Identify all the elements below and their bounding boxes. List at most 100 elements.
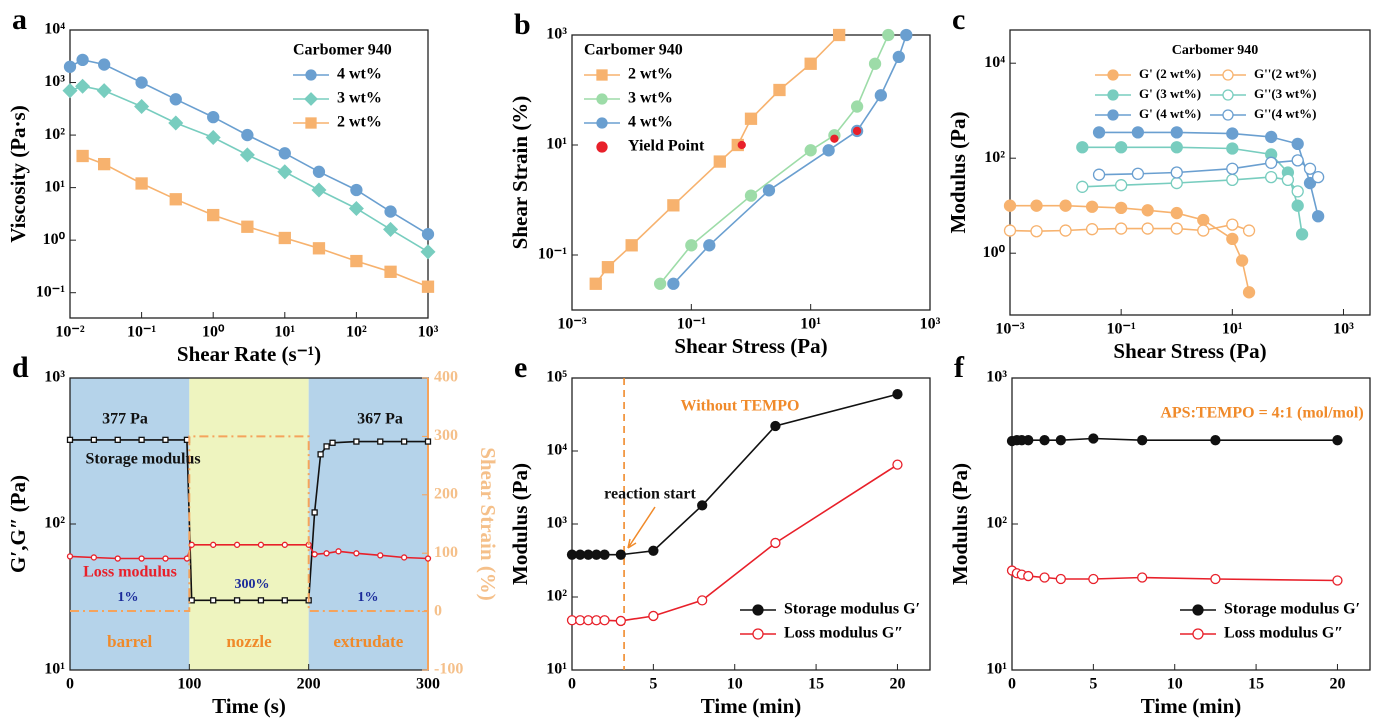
annotation: 1% [118, 590, 139, 605]
marker [241, 220, 254, 233]
marker [1291, 154, 1304, 167]
marker [169, 93, 182, 106]
legend-label: G''(3 wt%) [1254, 86, 1316, 101]
panel-letter: b [514, 8, 531, 41]
marker [596, 69, 608, 81]
annotation: APS:TEMPO = 4:1 (mol/mol) [1160, 405, 1363, 422]
marker [737, 140, 746, 150]
marker [162, 555, 169, 562]
panel-letter: e [514, 351, 527, 384]
marker [1170, 206, 1183, 220]
marker [63, 60, 77, 73]
marker [377, 438, 384, 445]
marker [1107, 89, 1119, 101]
marker [312, 242, 326, 255]
marker [257, 541, 265, 548]
marker [804, 144, 817, 157]
marker [239, 147, 255, 163]
x-tick-label: 10³ [1333, 321, 1354, 338]
marker [66, 436, 74, 444]
marker [98, 157, 111, 171]
marker [329, 439, 336, 446]
y-tick-label: 10⁴ [44, 21, 65, 38]
marker [1170, 166, 1183, 179]
marker [350, 254, 363, 268]
legend-label: G' (2 wt%) [1139, 66, 1201, 81]
region-label: barrel [107, 632, 152, 651]
legend-label: G' (4 wt%) [1139, 106, 1201, 121]
marker [75, 78, 91, 94]
marker [648, 545, 659, 556]
marker [1088, 433, 1099, 444]
legend-label: 3 wt% [628, 90, 673, 107]
y-tick-label: 10¹ [44, 661, 65, 678]
y-tick-label: 10³ [44, 73, 65, 90]
panel-letter: f [954, 351, 965, 384]
y-tick-label: 10⁻¹ [36, 283, 65, 300]
marker [1115, 222, 1128, 235]
x-tick-label: 10⁻² [55, 324, 84, 341]
y-axis-label: G′,G″ (Pa) [6, 475, 30, 573]
marker [1265, 156, 1278, 169]
marker [648, 610, 659, 622]
legend-label: G' (3 wt%) [1139, 86, 1201, 101]
marker [304, 92, 318, 106]
region [189, 378, 309, 670]
marker [169, 193, 182, 206]
marker [1085, 200, 1099, 213]
y-tick-label: 10² [984, 149, 1005, 166]
marker [625, 239, 638, 252]
x-tick-label: 0 [1008, 676, 1016, 693]
marker [1039, 572, 1050, 583]
marker [1210, 573, 1221, 585]
x-axis-label: Time (s) [212, 694, 286, 718]
marker [1226, 173, 1239, 187]
x-tick-label: 0 [568, 676, 576, 693]
marker [596, 93, 608, 105]
marker [852, 126, 862, 136]
marker [420, 244, 436, 260]
marker [1003, 224, 1017, 237]
y-tick-label: 10² [44, 126, 65, 143]
marker [348, 201, 364, 217]
y-tick-label: 10³ [546, 515, 567, 532]
plot-frame [1009, 29, 1371, 316]
marker [114, 436, 121, 444]
x-tick-label: 10⁻¹ [127, 324, 156, 341]
y2-tick-label: 0 [434, 602, 442, 619]
x-tick-label: 10 [1167, 676, 1183, 693]
y-tick-label: 10¹ [546, 661, 567, 678]
marker [762, 184, 776, 197]
marker [1226, 127, 1239, 140]
series-line [595, 34, 840, 285]
legend-label: G''(2 wt%) [1254, 66, 1316, 81]
series-line [69, 59, 429, 235]
region [308, 378, 428, 670]
legend-item: Loss modulus G″ [740, 625, 903, 642]
marker [770, 537, 781, 549]
x-axis-label: Time (min) [1141, 694, 1242, 718]
marker [653, 277, 667, 290]
y2-tick-label: -100 [434, 661, 463, 678]
marker [1137, 572, 1148, 583]
y-tick-label: 10⁻¹ [538, 246, 567, 263]
marker [822, 144, 835, 157]
legend-label: Storage modulus G′ [1224, 601, 1360, 618]
marker [1092, 168, 1106, 181]
legend-label: Loss modulus G″ [1224, 625, 1343, 642]
annotation: 377 Pa [102, 411, 148, 428]
marker [188, 597, 195, 604]
series-line [572, 393, 898, 556]
marker [1332, 435, 1343, 446]
marker [138, 436, 145, 444]
series-line [70, 435, 428, 612]
marker [1222, 89, 1234, 101]
y-axis-label: Modulus (Pa) [946, 112, 970, 234]
marker [1311, 170, 1325, 184]
y-tick-label: 10⁵ [546, 369, 567, 386]
marker [1107, 69, 1119, 81]
x-tick-label: 10⁻¹ [677, 316, 706, 333]
y-tick-label: 10² [986, 515, 1007, 532]
marker [1088, 573, 1099, 585]
legend-item: Loss modulus G″ [1180, 625, 1343, 642]
